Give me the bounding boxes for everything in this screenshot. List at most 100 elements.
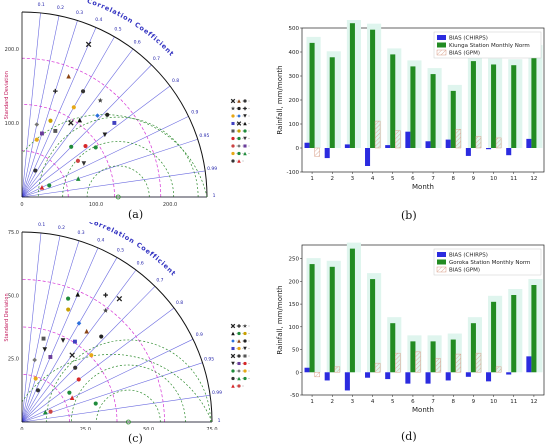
corr-ray: [21, 257, 118, 423]
y-tick-label: 75.0: [8, 230, 19, 236]
taylor-title: Correlation Coefficient: [88, 222, 178, 278]
x-tick-label: 25.0: [80, 427, 91, 430]
bar-station-norm: [349, 23, 355, 149]
corr-ray: [21, 232, 42, 423]
legend-marker: [231, 384, 235, 388]
y-tick-label: 25.0: [8, 357, 19, 363]
legend-label: BIAS (GPM): [449, 51, 480, 57]
bar-chirps-bias: [506, 148, 512, 156]
y-axis-label: Rainfall, mm/month: [276, 285, 284, 354]
bar-gpm-bias: [495, 366, 502, 373]
x-tick-label: 200.0: [163, 202, 177, 208]
taylor-point: [105, 112, 110, 117]
corr-tick-label: 0.9: [196, 332, 203, 338]
legend-marker: [231, 129, 235, 133]
bar-station-norm: [410, 341, 416, 373]
y-tick-label: 150: [289, 302, 300, 308]
x-tick-label: 7: [431, 176, 435, 182]
legend-marker: [243, 376, 247, 381]
taylor-point: [68, 120, 74, 126]
y-tick-label: 500: [289, 26, 300, 32]
bar-station-norm: [329, 266, 335, 373]
legend-marker: [231, 144, 235, 148]
bar-gpm-bias: [314, 372, 320, 378]
reference-point: [115, 194, 121, 200]
taylor-point: [81, 161, 87, 166]
taylor-point: [84, 328, 89, 334]
caption-c: (c): [128, 432, 143, 445]
corr-ray: [21, 247, 99, 423]
rms-arc: [21, 353, 213, 423]
legend-marker: [231, 136, 235, 141]
legend-swatch: [437, 259, 446, 265]
bar-station-norm: [511, 295, 517, 373]
legend-marker: [237, 361, 241, 366]
bar-chirps-bias: [304, 142, 310, 148]
corr-tick-label: 0.95: [204, 356, 214, 362]
legend-marker: [230, 323, 236, 329]
corr-ray: [21, 235, 61, 423]
taylor-point: [66, 307, 71, 312]
corr-tick-label: 0.2: [57, 5, 64, 11]
taylor-point: [34, 122, 40, 127]
corr-tick-label: 0.8: [172, 78, 179, 84]
legend-marker: [237, 346, 241, 351]
y-tick-label: 200: [289, 98, 300, 104]
marker-legend-c: [228, 320, 270, 400]
legend-swatch: [436, 49, 447, 56]
title-path: [87, 2, 197, 89]
legend-swatch: [436, 266, 447, 273]
rms-arc: [45, 339, 211, 423]
bar-station-norm: [329, 57, 335, 148]
marker-legend-a: [228, 95, 270, 175]
legend-marker: [237, 324, 241, 328]
taylor-point: [83, 143, 88, 149]
bar-chirps-bias: [506, 372, 512, 375]
taylor-point: [72, 339, 77, 344]
corr-ray: [21, 85, 171, 198]
taylor-point: [48, 409, 53, 414]
legend-marker: [237, 159, 241, 163]
corr-tick-label: 0.6: [137, 260, 144, 266]
x-tick-label: 7: [431, 399, 435, 405]
taylor-point: [47, 183, 52, 188]
y-tick-label: 400: [289, 50, 300, 56]
x-axis-label: Month: [412, 183, 434, 191]
x-tick-label: 10: [490, 176, 497, 182]
x-tick-label: 3: [351, 399, 355, 405]
taylor-point: [112, 120, 117, 125]
rms-arc: [62, 141, 175, 198]
legend-marker: [231, 151, 235, 156]
bar-station-norm: [410, 66, 416, 148]
bar-chirps-bias: [405, 372, 411, 384]
bar-chirps-bias: [526, 138, 532, 148]
y-axis-label: Standard Deviation: [4, 71, 10, 119]
corr-ray: [21, 138, 198, 198]
bar-chirps-bias: [425, 372, 431, 384]
legend-marker: [243, 354, 247, 358]
legend-marker: [237, 339, 241, 343]
taylor-point: [60, 338, 66, 343]
bar-station-norm: [309, 264, 315, 373]
taylor-diagram-c: 0.1 0.2 0.3 0.4 0.5 0.6 0.7 0.8 0.9 0.95 0.99 1 0 25.…: [4, 217, 222, 433]
corr-tick-label: 0.6: [134, 39, 141, 45]
legend-marker: [243, 144, 247, 148]
taylor-point: [93, 401, 98, 406]
x-tick-label: 1: [310, 176, 314, 182]
corr-tick-label: 0.9: [191, 109, 198, 115]
std-arc: [21, 104, 115, 198]
bar-chirps-bias: [465, 148, 471, 156]
marker-legend-c-svg: [230, 323, 250, 388]
taylor-point: [76, 377, 81, 382]
bar-chirps-bias: [425, 141, 431, 148]
bar-panel-d: 1 2 3 4 5 6 7 8 9 10 11 12 -50 0 50 100 150 200 250 Month Ra…: [272, 237, 550, 424]
y-tick-label: -50: [290, 393, 299, 399]
std-arc: [21, 150, 69, 198]
legend-marker: [243, 331, 247, 336]
x-tick-label: 6: [411, 399, 415, 405]
rms-arc: [37, 116, 199, 198]
corr-ray: [21, 170, 206, 198]
legend-marker: [230, 106, 236, 111]
marker-legend-a-svg: [230, 98, 250, 163]
legend-marker: [237, 136, 241, 141]
